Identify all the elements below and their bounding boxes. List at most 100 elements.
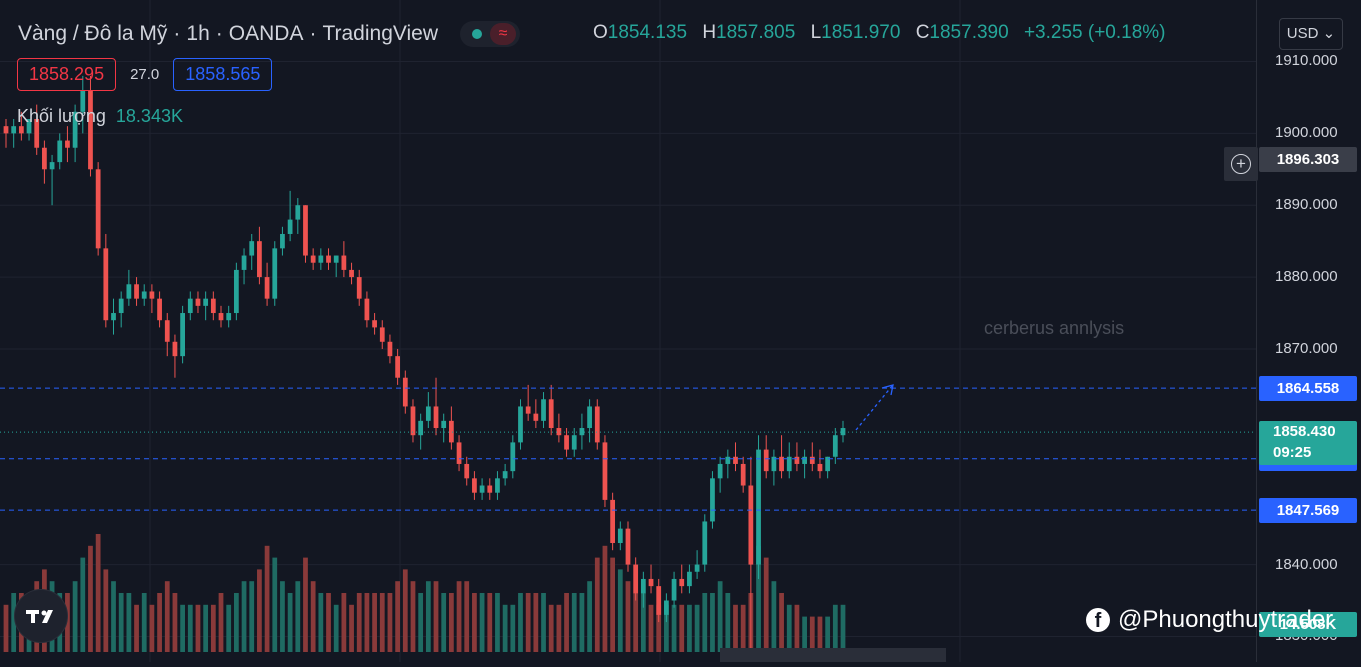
candle bbox=[556, 413, 562, 443]
candle-body bbox=[203, 298, 209, 306]
candle bbox=[633, 557, 639, 601]
tradingview-logo-icon[interactable] bbox=[14, 589, 68, 643]
candle-body bbox=[241, 255, 247, 270]
candle-body bbox=[809, 456, 815, 464]
low-value: 1851.970 bbox=[821, 22, 901, 43]
candle-body bbox=[794, 456, 800, 464]
candle bbox=[541, 392, 546, 429]
candle bbox=[318, 248, 324, 270]
candle bbox=[733, 442, 738, 472]
volume-bar bbox=[303, 557, 308, 652]
candle bbox=[802, 449, 807, 479]
candle-body bbox=[287, 219, 293, 234]
volume-title: Khối lượng bbox=[17, 106, 106, 126]
candle bbox=[210, 291, 216, 321]
candle-body bbox=[786, 456, 792, 472]
candle-body bbox=[18, 126, 24, 134]
candle-body bbox=[280, 233, 285, 249]
candle-body bbox=[610, 499, 616, 544]
candle-body bbox=[556, 428, 562, 436]
candle bbox=[195, 291, 201, 314]
candle-body bbox=[533, 413, 539, 421]
candle-body bbox=[763, 449, 769, 472]
candle bbox=[671, 571, 677, 608]
candle bbox=[617, 521, 623, 551]
candle bbox=[779, 435, 784, 479]
volume-bar bbox=[249, 581, 255, 652]
volume-bar bbox=[825, 616, 831, 652]
candle-body bbox=[318, 255, 324, 263]
buy-button[interactable]: 1858.565 bbox=[173, 58, 273, 91]
candle bbox=[111, 298, 116, 335]
candle bbox=[233, 262, 239, 321]
spread-value: 27.0 bbox=[130, 66, 160, 83]
volume-bar bbox=[610, 557, 616, 652]
volume-bar bbox=[310, 581, 316, 652]
candle bbox=[257, 226, 262, 285]
volume-bar bbox=[3, 604, 9, 652]
volume-bar bbox=[88, 545, 93, 652]
volume-bar bbox=[502, 604, 508, 652]
price-axis[interactable]: 1910.000 1900.000 1890.000 1880.000 1870.000… bbox=[1256, 0, 1361, 662]
watermark-text: cerberus annlysis bbox=[984, 318, 1125, 338]
candle-body bbox=[617, 528, 623, 544]
volume-bar bbox=[203, 604, 209, 652]
candle bbox=[602, 435, 608, 508]
volume-bar bbox=[832, 604, 838, 652]
candle-body bbox=[218, 313, 224, 321]
candle-body bbox=[648, 578, 654, 587]
candle bbox=[379, 320, 385, 349]
candle-body bbox=[157, 298, 162, 321]
candle bbox=[218, 305, 224, 328]
volume-bar bbox=[95, 534, 101, 652]
candle bbox=[341, 241, 347, 278]
candle bbox=[571, 428, 577, 457]
close-label: C bbox=[915, 22, 930, 43]
price-tick-label: 1840.000 bbox=[1275, 555, 1338, 573]
candle bbox=[433, 377, 439, 436]
candle bbox=[103, 233, 109, 328]
projection-arrow bbox=[855, 384, 894, 431]
candle bbox=[410, 399, 416, 443]
add-alert-button[interactable]: + bbox=[1224, 147, 1258, 181]
currency-label: USD bbox=[1286, 25, 1319, 42]
wave-icon: ≈ bbox=[490, 23, 517, 45]
market-status-pill[interactable]: ≈ bbox=[460, 21, 521, 47]
candle bbox=[326, 248, 331, 270]
candle bbox=[456, 435, 462, 472]
volume-bar bbox=[11, 593, 17, 652]
high-label: H bbox=[702, 22, 717, 43]
sell-button[interactable]: 1858.295 bbox=[17, 58, 117, 91]
volume-bar bbox=[518, 593, 523, 652]
candle bbox=[42, 140, 47, 184]
candle-body bbox=[602, 442, 608, 500]
volume-bar bbox=[786, 604, 792, 652]
volume-bar bbox=[564, 593, 569, 652]
volume-bar bbox=[840, 604, 846, 652]
candle-body bbox=[725, 456, 731, 464]
volume-bar bbox=[717, 581, 723, 652]
candle bbox=[564, 428, 569, 457]
symbol-name[interactable]: Vàng / Đô la Mỹ bbox=[18, 22, 168, 45]
volume-bar bbox=[702, 593, 708, 652]
currency-selector[interactable]: USD ⌄ bbox=[1279, 18, 1343, 50]
candle bbox=[95, 162, 101, 256]
price-levels bbox=[0, 387, 1256, 511]
volume-bar bbox=[710, 593, 715, 652]
volume-bar bbox=[809, 616, 815, 652]
candle-body bbox=[717, 463, 723, 479]
time-scrollbar[interactable] bbox=[720, 648, 946, 662]
candle bbox=[448, 406, 454, 450]
platform-label: TradingView bbox=[322, 22, 439, 45]
interval-label[interactable]: 1h bbox=[186, 22, 210, 45]
candle-body bbox=[710, 478, 715, 522]
market-open-dot-icon bbox=[472, 29, 483, 39]
candle-body bbox=[518, 406, 523, 443]
candle bbox=[656, 578, 662, 623]
candle-body bbox=[779, 456, 784, 472]
candle-body bbox=[395, 356, 401, 378]
candle bbox=[157, 291, 162, 328]
plus-icon: + bbox=[1231, 154, 1251, 174]
candle bbox=[640, 571, 646, 608]
volume-bar bbox=[456, 581, 462, 652]
